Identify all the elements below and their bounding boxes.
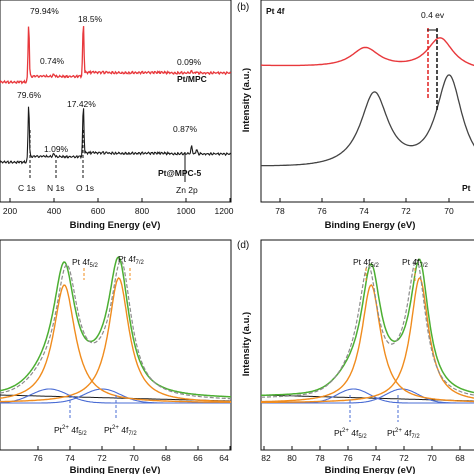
- pc-curves-pt2-4f72: [0, 388, 231, 404]
- panel-a-zn2p-label: Zn 2p: [176, 185, 198, 195]
- panel-a-xlabel: Binding Energy (eV): [70, 220, 161, 231]
- panel-c-frame: [0, 239, 232, 451]
- panel-a-xtick-label: 1200: [215, 206, 234, 216]
- panel-b-xtick-label: 76: [317, 206, 327, 216]
- panel-a-bot-c-pct: 79.6%: [17, 90, 42, 100]
- panel-a-top-c-pct: 79.94%: [30, 6, 59, 16]
- panel-c-xtick-label: 70: [129, 453, 139, 463]
- panel-b-legend-partial: Pt: [462, 183, 471, 193]
- panel-d-xticks: 82 80 78 76 74 72 70 68: [261, 446, 465, 463]
- panel-d-peak-markers: [349, 268, 416, 422]
- panel-a-bot-o-pct: 17.42%: [67, 99, 96, 109]
- panel-a-n1s-label: N 1s: [47, 183, 64, 193]
- panel-c-xlabel: Binding Energy (eV): [70, 465, 161, 474]
- pc-curves-pt0-4f52: [0, 284, 231, 403]
- panel-d-tag: (d): [237, 240, 249, 251]
- panel-b: (b) Pt 4f 0.4 ev Pt Intensity (a.u.) 78 …: [237, 0, 474, 231]
- panel-b-ylabel: Intensity (a.u.): [241, 68, 252, 132]
- panel-d-xtick-label: 76: [343, 453, 353, 463]
- panel-c-label-4f52: Pt 4f5/2: [72, 257, 98, 269]
- panel-d-xtick-label: 74: [371, 453, 381, 463]
- panel-b-spectrum-black: [261, 74, 474, 167]
- panel-d-xtick-label: 80: [287, 453, 297, 463]
- panel-a-c1s-label: C 1s: [18, 183, 35, 193]
- panel-a-xtick-label: 1000: [177, 206, 196, 216]
- panel-a-bot-zn-pct: 0.87%: [173, 124, 198, 134]
- panel-d: (d) Pt 4f5/2 Pt 4f7/2 Pt2+ 4f5/2 Pt2+ 4f…: [237, 239, 474, 474]
- panel-b-frame: [260, 0, 474, 203]
- panel-b-xtick-label: 74: [359, 206, 369, 216]
- panel-c-xtick-label: 64: [219, 453, 229, 463]
- panel-c-label-pt2-b: Pt2+ 4f7/2: [104, 425, 137, 437]
- panel-c-xtick-label: 66: [193, 453, 203, 463]
- pd-curves-envelope: [261, 258, 474, 397]
- panel-d-label-4f72: Pt 4f7/2: [402, 257, 428, 269]
- panel-b-xtick-label: 78: [275, 206, 285, 216]
- panel-d-xtick-label: 82: [261, 453, 271, 463]
- panel-a-xtick-label: 600: [91, 206, 105, 216]
- pc-curves-raw-data: [0, 259, 232, 400]
- pd-curves-pt0-4f52: [260, 284, 474, 403]
- panel-a-frame: [0, 0, 232, 203]
- panel-b-xlabel: Binding Energy (eV): [325, 220, 416, 231]
- panel-d-xtick-label: 72: [399, 453, 409, 463]
- panel-b-xtick-label: 72: [401, 206, 411, 216]
- panel-c-xtick-label: 74: [65, 453, 75, 463]
- panel-c-label-pt2-a: Pt2+ 4f5/2: [54, 425, 87, 437]
- panel-b-title: Pt 4f: [266, 6, 285, 16]
- panel-d-label-pt2-a: Pt2+ 4f5/2: [334, 428, 367, 440]
- panel-c-label-4f72: Pt 4f7/2: [118, 254, 144, 266]
- pd-curves-pt2-4f72: [261, 388, 474, 404]
- panel-d-xtick-label: 70: [427, 453, 437, 463]
- panel-d-curves: [260, 258, 474, 404]
- panel-d-frame: [260, 239, 474, 451]
- panel-a-o1s-label: O 1s: [76, 183, 94, 193]
- panel-a-xtick-label: 800: [135, 206, 149, 216]
- panel-a-bot-name: Pt@MPC-5: [158, 168, 202, 178]
- panel-c-xtick-label: 72: [97, 453, 107, 463]
- panel-b-shift-label: 0.4 ev: [421, 10, 445, 20]
- panel-d-ylabel: Intensity (a.u.): [241, 312, 252, 376]
- panel-d-xlabel: Binding Energy (eV): [325, 465, 416, 474]
- panel-d-xtick-label: 68: [455, 453, 465, 463]
- pd-curves-raw-data: [261, 259, 474, 398]
- panel-a-xticks: 200 400 600 800 1000 1200: [3, 198, 234, 216]
- panel-a-top-o-pct: 18.5%: [78, 14, 103, 24]
- panel-c: Pt 4f5/2 Pt 4f7/2 Pt2+ 4f5/2 Pt2+ 4f7/2 …: [0, 239, 232, 474]
- pc-curves-envelope: [0, 256, 232, 398]
- panel-c-curves: [0, 256, 232, 404]
- panel-a-spectrum-top: [0, 26, 232, 85]
- panel-c-xticks: 76 74 72 70 68 66 64: [33, 446, 231, 463]
- panel-b-tag: (b): [237, 2, 249, 13]
- panel-a-top-zn-pct: 0.09%: [177, 57, 202, 67]
- panel-d-label-pt2-b: Pt2+ 4f7/2: [387, 428, 420, 440]
- panel-a-xtick-label: 400: [47, 206, 61, 216]
- panel-c-xtick-label: 76: [33, 453, 43, 463]
- panel-c-xtick-label: 68: [161, 453, 171, 463]
- panel-d-label-4f52: Pt 4f5/2: [353, 257, 379, 269]
- panel-a-top-n-pct: 0.74%: [40, 56, 65, 66]
- panel-c-peak-markers: [69, 268, 131, 420]
- panel-a-spectrum-bottom: [0, 106, 232, 165]
- panel-a-xtick-label: 200: [3, 206, 17, 216]
- panel-b-xtick-label: 70: [444, 206, 454, 216]
- panel-b-spectrum-red: [261, 37, 474, 67]
- panel-b-xticks: 78 76 74 72 70: [275, 198, 454, 216]
- panel-a-top-name: Pt/MPC: [177, 74, 207, 84]
- pc-curves-pt0-4f72: [0, 277, 231, 403]
- panel-d-xtick-label: 78: [315, 453, 325, 463]
- panel-a: 79.94% 0.74% 18.5% 0.09% Pt/MPC 79.6% 1.…: [0, 0, 234, 231]
- panel-a-bot-n-pct: 1.09%: [44, 144, 69, 154]
